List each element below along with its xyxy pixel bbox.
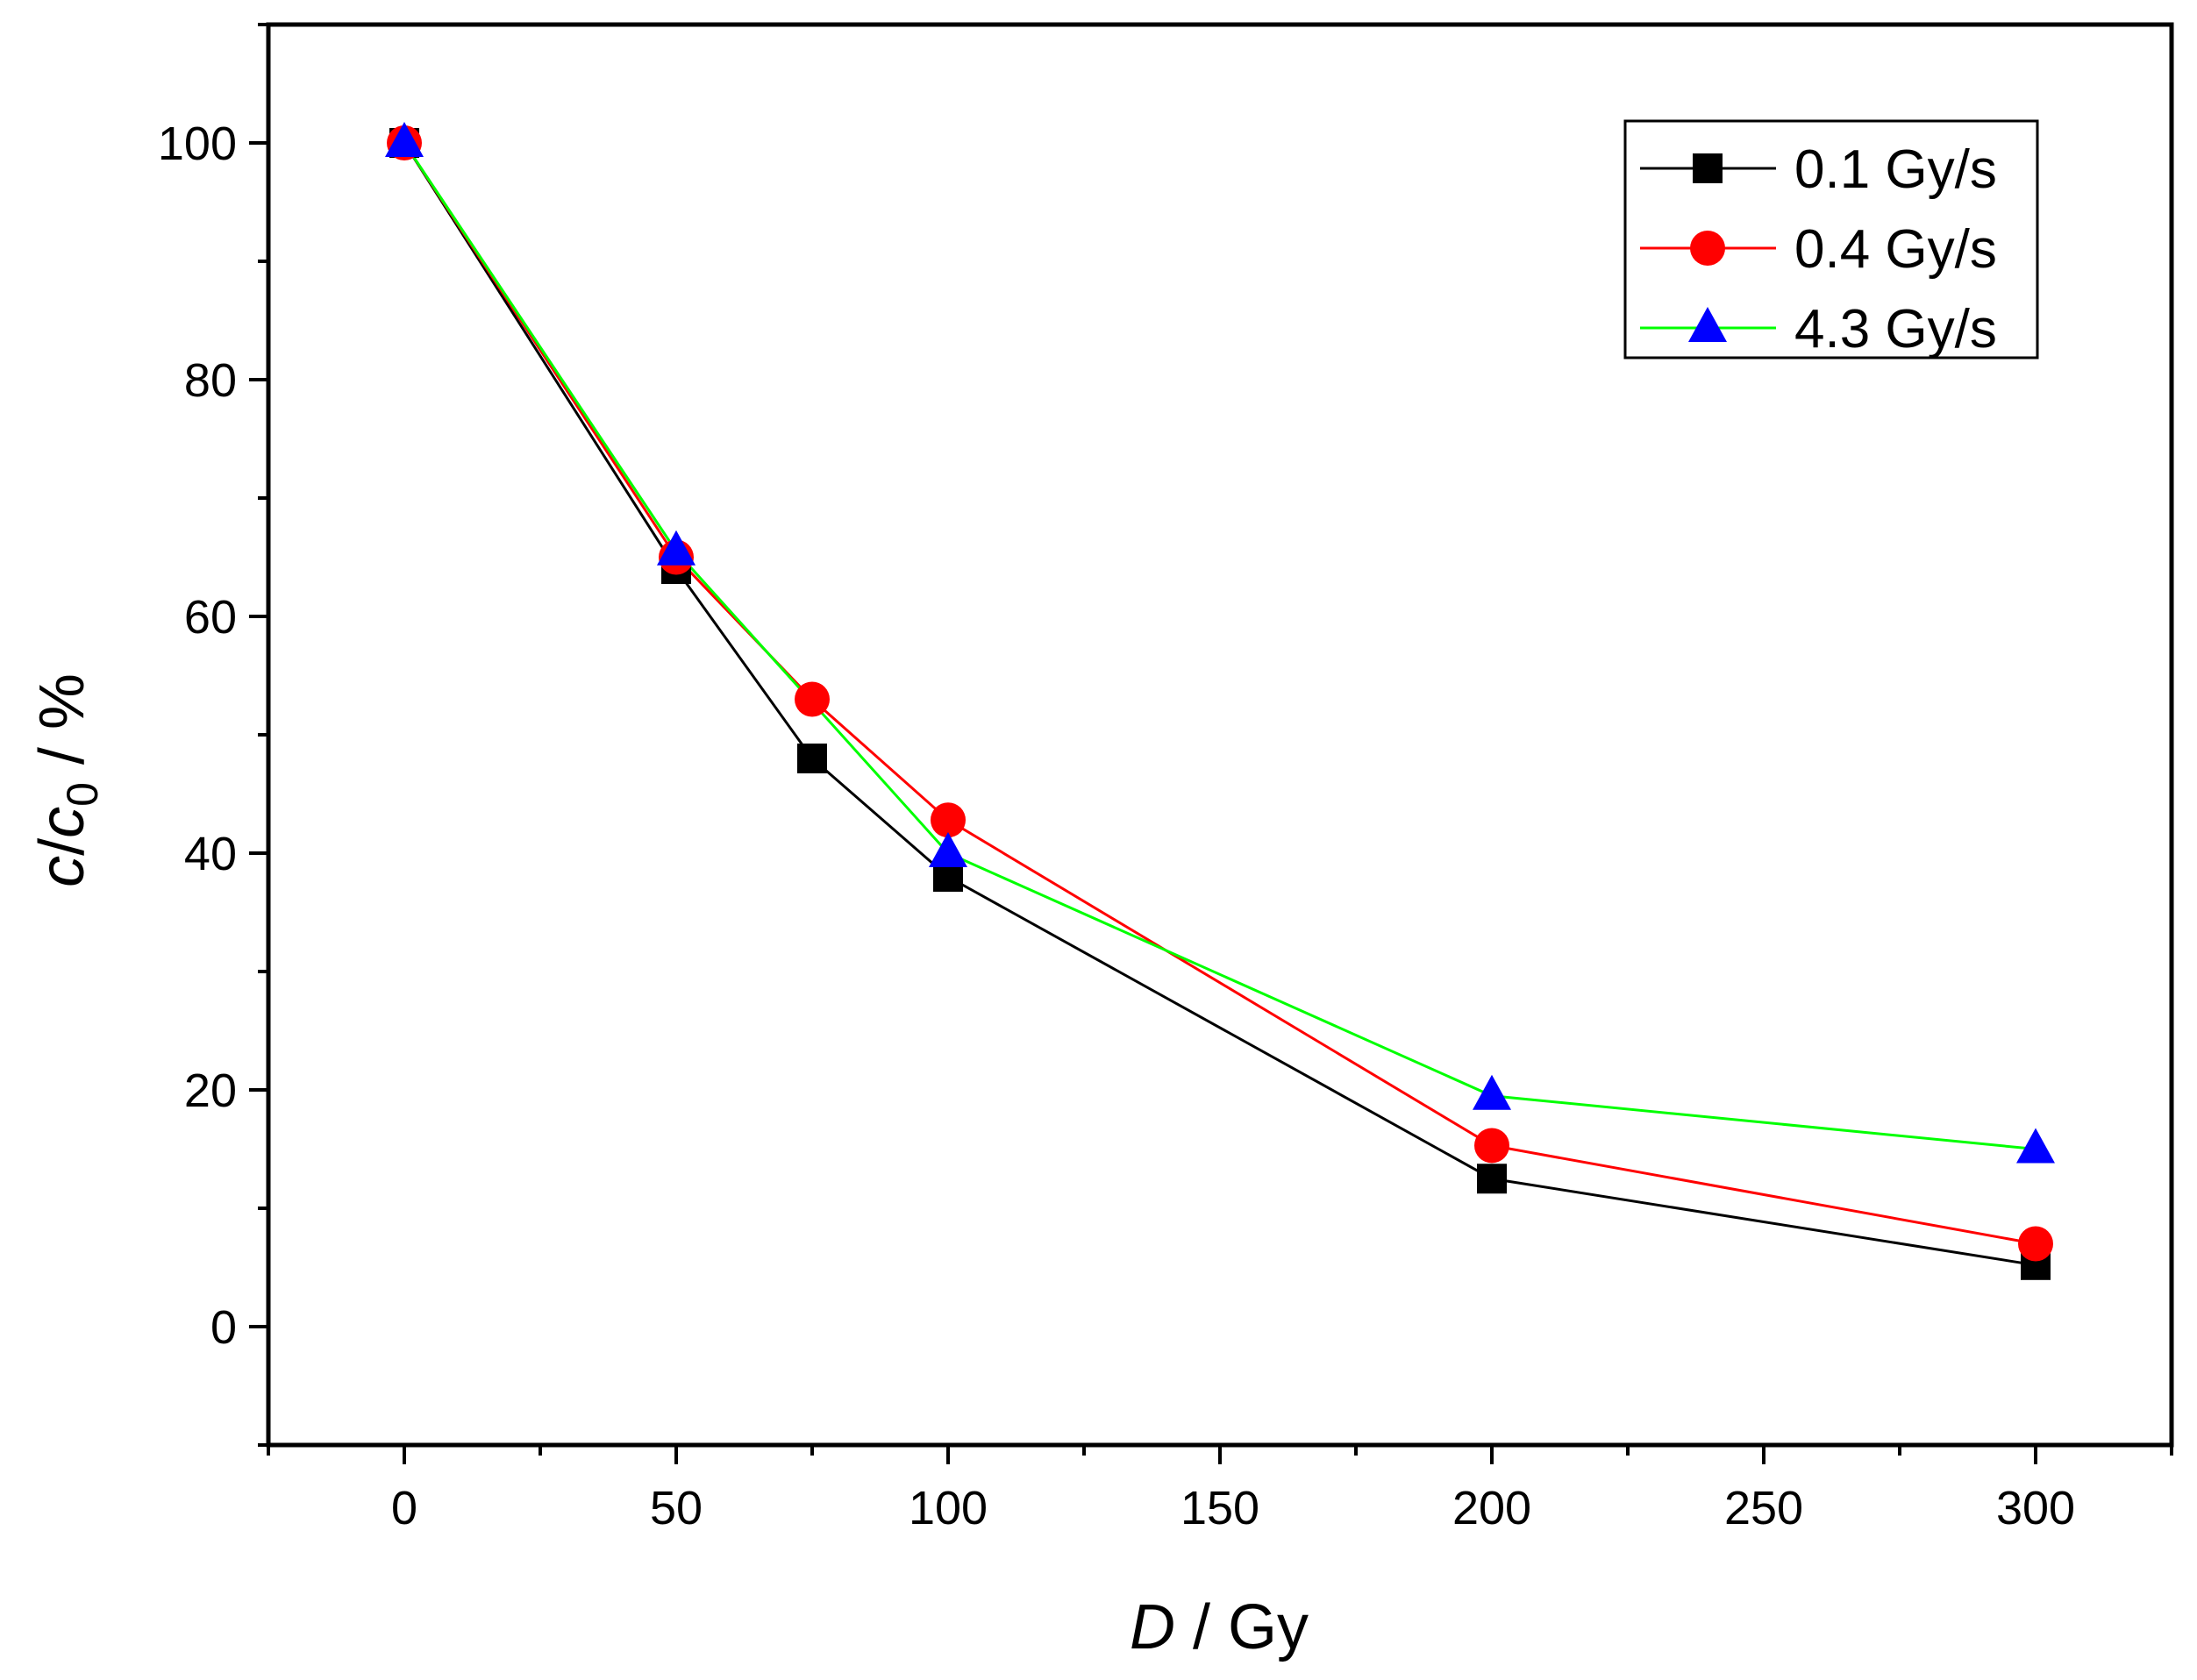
x-tick-label: 250 [1724,1482,1803,1534]
legend-label-1: 0.4 Gy/s [1794,219,1997,280]
data-point-series-2 [657,530,695,566]
data-point-series-2 [385,122,424,157]
legend-label-0: 0.1 Gy/s [1794,139,1997,200]
data-point-series-1 [931,802,966,838]
data-point-series-1 [795,681,830,717]
axis-ticks: 0 20 40 60 80 100 0 50 100 150 200 250 300 [158,23,2173,1534]
x-tick-label: 100 [909,1482,988,1534]
y-axis-title-c: c [27,856,97,887]
legend-marker-0 [1693,153,1723,183]
data-point-series-0 [797,744,827,773]
x-axis-title-unit: / Gy [1175,1592,1309,1662]
x-tick-label: 50 [650,1482,703,1534]
data-point-series-1 [1474,1128,1509,1164]
series-line-1 [403,142,2037,1245]
y-axis-title-unit: / % [27,673,97,782]
data-point-series-2 [2016,1128,2055,1164]
series-markers [385,122,2055,1280]
legend-marker-1 [1690,231,1725,266]
y-tick-label: 20 [184,1064,237,1117]
y-tick-label: 100 [158,117,237,170]
x-tick-label: 0 [391,1482,417,1534]
y-tick-label: 80 [184,354,237,407]
data-point-series-2 [929,832,967,867]
x-axis-title-var: D [1130,1592,1175,1662]
legend-label-2: 4.3 Gy/s [1794,299,1997,359]
y-axis-title: c/c0 / % [27,673,107,887]
x-tick-label: 200 [1452,1482,1531,1534]
legend-marker-2 [1688,307,1727,342]
data-point-series-2 [1473,1074,1511,1110]
data-point-series-0 [1477,1164,1507,1194]
x-tick-label: 300 [1996,1482,2075,1534]
data-point-series-1 [2018,1226,2053,1262]
y-axis-title-subscript: 0 [58,782,107,807]
x-tick-label: 150 [1181,1482,1259,1534]
y-tick-label: 40 [184,828,237,880]
x-axis-title: D / Gy [1130,1592,1309,1662]
y-tick-label: 0 [210,1301,237,1354]
y-tick-label: 60 [184,591,237,644]
y-axis-title-slash: / [27,838,97,856]
legend: 0.1 Gy/s 0.4 Gy/s 4.3 Gy/s [1623,119,2039,359]
series-line-0 [403,142,2037,1267]
y-axis-title-c0: c [27,807,97,838]
